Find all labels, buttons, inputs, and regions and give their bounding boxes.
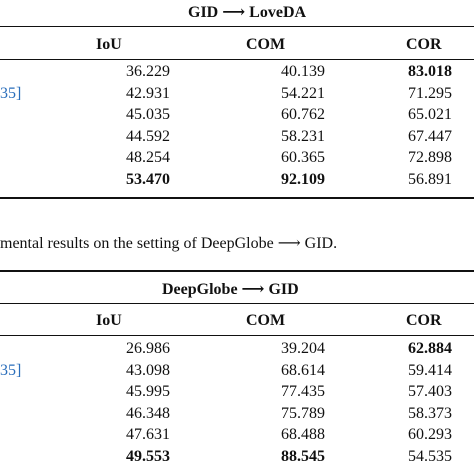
table-cell: 68.614 [281,361,325,379]
table-cell: 47.631 [126,426,170,443]
table-cell: 45.035 [126,106,170,123]
table-cell: 75.789 [281,404,325,422]
table1-col-cor: COR [406,36,442,53]
table-cell: 43.098 [126,361,170,379]
table-cell: 77.435 [281,383,325,400]
table2-header-rule [0,335,474,336]
table-cell: 42.931 [126,84,170,102]
table1-col-iou: IoU [96,36,122,53]
table2-col-com: COM [246,312,286,329]
table-cell: 58.373 [408,404,452,422]
table-cell: 60.365 [281,149,325,166]
table-cell: 36.229 [126,63,170,80]
table-cell: 45.995 [126,383,170,400]
table1-group-rule [0,26,474,27]
table2-group-rule [0,303,474,304]
table-cell: 46.348 [126,404,170,422]
table-cell: 54.535 [408,447,452,465]
table1-header-rule [0,59,474,60]
table-cell: 62.884 [408,340,452,357]
table-cell: 67.447 [408,127,452,145]
table2-setting-header: DeepGlobe ⟶ GID [162,281,299,298]
table1-setting-header: GID ⟶ LoveDA [188,4,307,21]
table-cell: 71.295 [408,84,452,102]
table-cell: 83.018 [408,63,452,80]
table-cell: 60.293 [408,426,452,443]
table-cell: 57.403 [408,383,452,400]
table-cell: 49.553 [126,447,170,465]
table-cell: 68.488 [281,426,325,443]
table-cell: 54.221 [281,84,325,102]
table2-caption: mental results on the setting of DeepGlo… [0,235,338,252]
table-cell: 39.204 [281,340,325,357]
table-cell: 65.021 [408,106,452,123]
table-cell: 26.986 [126,340,170,357]
table-cell: 60.762 [281,106,325,123]
table-cell: 58.231 [281,127,325,145]
table-cell: 59.414 [408,361,452,379]
table-cell: 72.898 [408,149,452,166]
table-cell: 40.139 [281,63,325,80]
table-cell: 56.891 [408,170,452,188]
table2-col-cor: COR [406,312,442,329]
table2-col-iou: IoU [96,312,122,329]
table-cell: 88.545 [281,447,325,465]
table1-bottom-rule [0,197,474,199]
row-label: 35] [0,361,22,379]
table-cell: 48.254 [126,149,170,166]
table1-col-com: COM [246,36,286,53]
table-cell: 53.470 [126,170,170,188]
table-cell: 44.592 [126,127,170,145]
row-label: 35] [0,84,22,102]
table2-top-rule [0,270,474,272]
table-cell: 92.109 [281,170,325,188]
